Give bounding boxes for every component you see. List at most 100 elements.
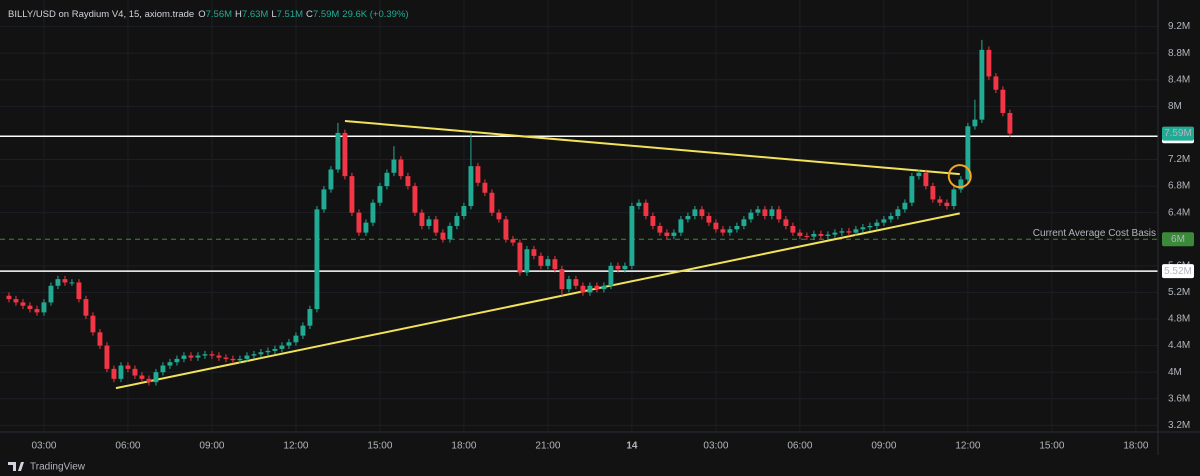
candle-body [475,166,481,183]
price-label-box [1162,264,1194,279]
candle-body [629,206,635,266]
candle-body [230,358,236,361]
candle-body [524,249,530,273]
candle-body [195,355,201,358]
candle-body [468,166,474,207]
candle-body [580,285,586,293]
candle-body [587,285,593,293]
candle-body [923,172,929,187]
candle-body [342,132,348,177]
candle-body [993,76,999,90]
candle-body [188,355,194,358]
candle-body [1000,89,1006,113]
candle-body [818,233,824,236]
ohlc-key: H [235,9,242,20]
x-tick-label: 15:00 [367,441,392,452]
candle-body [454,216,460,226]
symbol: BILLY/USD on Raydium V4, 15, axiom.trade [8,9,194,20]
y-tick-label: 4.8M [1168,314,1190,325]
candle-body [167,362,173,366]
candle-body [916,172,922,177]
candle-body [440,232,446,240]
x-tick-label: 18:00 [1123,441,1148,452]
candle-body [118,365,124,379]
candle-body [384,172,390,187]
x-tick-label: 14 [626,441,638,452]
candle-body [965,126,971,180]
ohlc-key: L [271,9,276,20]
candle-body [699,209,705,216]
candle-body [34,309,40,313]
candle-body [790,225,796,233]
candle-body [643,202,649,216]
candle-body [531,249,537,256]
candle-body [608,265,614,286]
candle-body [69,282,75,284]
ohlc-value: 7.59M [313,9,339,20]
candle-body [594,285,600,290]
candle-body [97,332,103,346]
candle-body [930,186,936,200]
candle-body [510,239,516,243]
tradingview-logo: TradingView [8,462,86,473]
candle-body [209,354,215,356]
candle-body [349,176,355,213]
y-tick-label: 4.4M [1168,340,1190,351]
y-tick-label: 5.2M [1168,287,1190,298]
candle-body [538,255,544,266]
candle-body [559,269,565,290]
candle-body [678,219,684,233]
x-tick-label: 21:00 [535,441,560,452]
candle-body [433,219,439,233]
level-text: Current Average Cost Basis [1033,228,1156,239]
candle-body [1007,112,1013,134]
candle-body [62,279,68,283]
ohlc-key: C [306,9,313,20]
candle-body [6,295,12,300]
candle-body [27,305,33,310]
candle-body [692,209,698,216]
candle-body [867,225,873,228]
candle-body [174,358,180,363]
candle-body [132,368,138,376]
candle-body [370,202,376,223]
x-tick-label: 12:00 [955,441,980,452]
y-tick-label: 3.6M [1168,393,1190,404]
candle-body [300,325,306,336]
candle-body [748,212,754,220]
candle-body [489,192,495,213]
candle-body [104,345,110,369]
candle-body [517,242,523,273]
candle-body [783,219,789,226]
candle-body [874,222,880,226]
y-tick-label: 8.8M [1168,48,1190,59]
candle-body [776,209,782,220]
candle-body [846,231,852,233]
ohlc-value: 7.56M [206,9,232,20]
candle-body [412,186,418,213]
y-tick-label: 6.8M [1168,181,1190,192]
candle-body [153,372,159,383]
candle-body [20,302,26,306]
x-tick-label: 18:00 [451,441,476,452]
y-tick-label: 6.4M [1168,207,1190,218]
candle-body [83,299,89,316]
candle-body [573,279,579,286]
candle-body [461,206,467,216]
change: 29.6K (+0.39%) [342,9,408,20]
y-tick-label: 3.2M [1168,420,1190,431]
x-tick-label: 15:00 [1039,441,1064,452]
candle-body [405,176,411,187]
candle-body [13,299,19,303]
candle-body [146,378,152,383]
candle-body [391,159,397,173]
candle-body [937,199,943,203]
candle-body [48,285,54,303]
candle-body [727,229,733,233]
candle-body [202,354,208,356]
y-tick-label: 8.4M [1168,74,1190,85]
candle-body [706,216,712,223]
candle-body [769,209,775,216]
candle-body [279,345,285,349]
